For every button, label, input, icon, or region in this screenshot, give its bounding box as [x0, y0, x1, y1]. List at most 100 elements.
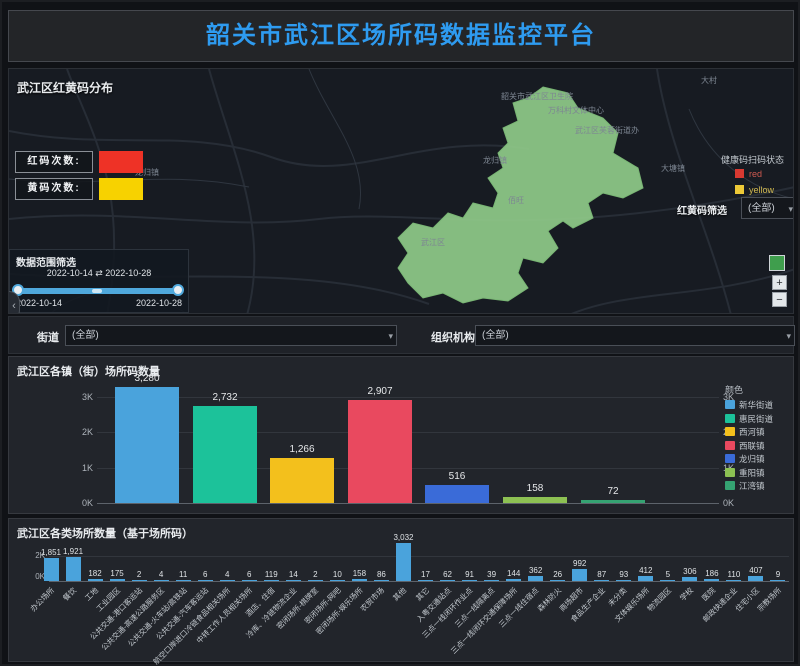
bar[interactable]	[748, 575, 764, 581]
bar[interactable]	[506, 579, 522, 581]
bar[interactable]	[270, 458, 334, 503]
legend-swatch-icon	[725, 413, 735, 423]
zoom-in-button[interactable]: +	[772, 275, 787, 290]
legend-item[interactable]: 新华街道	[725, 399, 773, 413]
bar-value-label: 62	[443, 569, 452, 579]
bar[interactable]	[425, 485, 489, 503]
map-place-label: 大村	[701, 76, 717, 85]
x-axis-line	[49, 581, 789, 582]
bar[interactable]	[572, 568, 588, 581]
bar-value-label: 182	[88, 568, 102, 578]
legend-item[interactable]: 西联镇	[725, 440, 773, 454]
legend-item[interactable]: 江湾镇	[725, 480, 773, 494]
scan-legend-yellow: yellow	[735, 185, 774, 195]
bar[interactable]	[115, 387, 179, 503]
legend-swatch-icon	[725, 481, 735, 490]
bar-value-label: 11	[179, 569, 188, 579]
bar[interactable]	[418, 579, 433, 581]
bar[interactable]	[462, 579, 478, 581]
page-title: 韶关市武江区场所码数据监控平台	[206, 22, 596, 49]
panel-collapse-handle[interactable]: ‹	[9, 291, 20, 313]
legend-item[interactable]: 西河镇	[725, 426, 773, 440]
bar[interactable]	[65, 556, 81, 581]
slider-mid-grip[interactable]	[92, 289, 102, 293]
gridline	[97, 397, 719, 398]
bar-value-label: 407	[749, 565, 763, 575]
bar-value-label: 91	[465, 569, 475, 579]
bar[interactable]	[395, 543, 411, 581]
bar[interactable]	[704, 578, 720, 581]
red-code-label: 红码次数:	[15, 151, 93, 173]
bar[interactable]	[197, 579, 213, 581]
bar[interactable]	[581, 500, 645, 503]
bar[interactable]	[131, 579, 147, 581]
legend-item[interactable]: 重阳镇	[725, 467, 773, 481]
bar-value-label: 6	[247, 569, 252, 579]
x-axis-line	[97, 503, 719, 504]
bar[interactable]	[175, 579, 191, 581]
bar-value-label: 4	[225, 569, 230, 579]
bar[interactable]	[329, 579, 345, 581]
bar[interactable]	[484, 579, 500, 581]
bar-value-label: 144	[506, 569, 521, 579]
red-code-legend-row: 红码次数:	[15, 151, 145, 173]
bar-value-label: 1,851	[40, 547, 62, 557]
legend-item[interactable]: 惠民街道	[725, 413, 773, 427]
map-panel[interactable]: 武江区红黄码分布 韶关市武江区卫生院 万科村文体中心 武江区芙蓉街道办 大村 龙归镇 龙归…	[8, 68, 794, 314]
y-axis-tick-left: 1K	[81, 462, 93, 473]
street-dropdown[interactable]: (全部) ▾	[65, 325, 397, 346]
bar-value-label: 158	[352, 569, 367, 579]
bar[interactable]	[682, 577, 698, 581]
y-axis-tick-left: 0K	[81, 498, 93, 508]
bar[interactable]	[660, 579, 676, 581]
map-place-label: 大塘镇	[661, 164, 685, 173]
bar[interactable]	[616, 579, 632, 581]
yellow-swatch-icon	[735, 185, 744, 194]
code-filter-dropdown[interactable]: (全部) ▾	[741, 197, 793, 219]
district-region[interactable]	[397, 86, 644, 304]
bar[interactable]	[43, 557, 59, 581]
bar-value-label: 26	[553, 569, 563, 579]
bar[interactable]	[528, 576, 544, 581]
bar-value-label: 1,266	[289, 444, 315, 455]
bar-value-label: 186	[705, 568, 719, 578]
bar[interactable]	[348, 400, 412, 503]
y-axis-tick-left: 3K	[81, 392, 93, 402]
bar[interactable]	[263, 579, 279, 581]
bar[interactable]	[153, 579, 169, 581]
org-dropdown[interactable]: (全部) ▾	[475, 325, 795, 346]
zoom-out-button[interactable]: −	[772, 292, 787, 307]
bar[interactable]	[550, 579, 566, 581]
scan-legend-red: red	[735, 169, 762, 179]
bar[interactable]	[193, 406, 257, 503]
date-slider-track[interactable]	[18, 288, 178, 294]
bar[interactable]	[594, 579, 610, 581]
red-code-swatch	[99, 151, 143, 173]
map-place-label: 佰旺	[508, 196, 524, 205]
bar-value-label: 412	[639, 565, 653, 575]
bar[interactable]	[726, 579, 742, 581]
category-chart-panel: 武江区各类场所数量（基于场所码） 2K 0K 1,851 办公场所 1,921 餐饮 182…	[8, 518, 794, 666]
legend-swatch-icon	[725, 427, 735, 436]
bar-value-label: 119	[264, 569, 278, 579]
bar[interactable]	[87, 578, 103, 581]
chevron-down-icon: ▾	[788, 204, 793, 214]
bar[interactable]	[440, 579, 456, 581]
bar[interactable]	[503, 497, 567, 503]
bar[interactable]	[241, 579, 257, 581]
bar[interactable]	[219, 579, 235, 581]
bar[interactable]	[770, 579, 786, 581]
bar[interactable]	[373, 579, 389, 581]
bar[interactable]	[638, 575, 654, 581]
bar[interactable]	[285, 579, 301, 581]
bar[interactable]	[307, 579, 323, 581]
street-dropdown-value: (全部)	[72, 330, 99, 341]
legend-swatch-icon	[725, 440, 735, 450]
category-chart-title: 武江区各类场所数量（基于场所码）	[17, 528, 193, 540]
gridline	[49, 555, 789, 557]
bar[interactable]	[109, 578, 125, 581]
slider-handle-end[interactable]	[172, 284, 184, 296]
bar[interactable]	[351, 579, 367, 581]
legend-item[interactable]: 龙归镇	[725, 453, 773, 467]
layers-button[interactable]	[769, 255, 785, 271]
